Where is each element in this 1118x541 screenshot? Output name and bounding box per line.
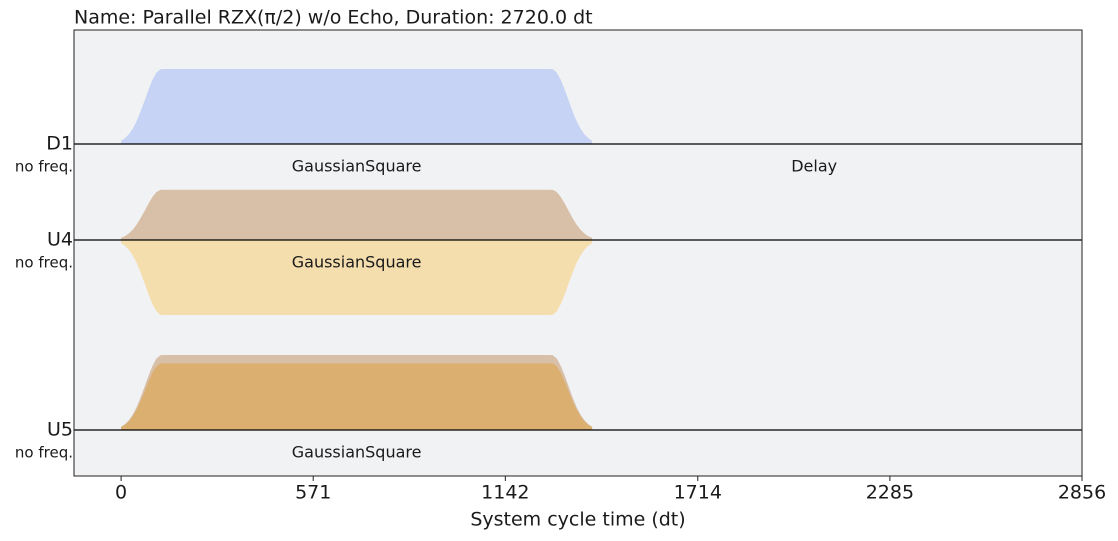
pulse-label: GaussianSquare	[292, 157, 422, 176]
x-tick-label: 571	[295, 482, 331, 504]
plot-frame	[73, 29, 1083, 477]
channel-freq: no freq.	[15, 254, 73, 272]
pulse-real	[121, 69, 593, 144]
channel-freq: no freq.	[15, 444, 73, 462]
channel-name: U5	[47, 419, 73, 441]
channel-name: U4	[47, 229, 73, 251]
chart-title: Name: Parallel RZX(π/2) w/o Echo, Durati…	[74, 7, 593, 29]
pulse-label: GaussianSquare	[292, 253, 422, 272]
x-tick-label: 0	[115, 482, 127, 504]
x-tick-label: 2285	[866, 482, 914, 504]
pulse-label: GaussianSquare	[292, 443, 422, 462]
pulse-imag	[121, 363, 593, 430]
channel-name: D1	[46, 133, 73, 155]
x-tick-label: 2856	[1058, 482, 1106, 504]
marks	[74, 69, 1082, 431]
pulse-real	[121, 189, 593, 240]
pulse-label: Delay	[791, 157, 837, 176]
pulse-imag	[121, 240, 593, 315]
x-axis-label: System cycle time (dt)	[470, 509, 685, 531]
x-tick-label: 1714	[674, 482, 722, 504]
x-tick-label: 1142	[481, 482, 529, 504]
channel-freq: no freq.	[15, 158, 73, 176]
